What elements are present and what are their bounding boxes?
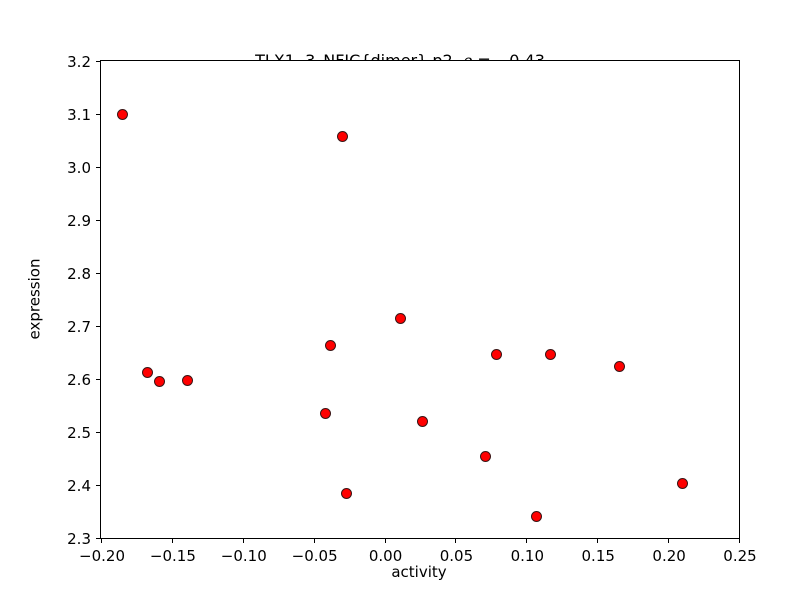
data-point: [676, 477, 688, 489]
data-point: [319, 408, 331, 420]
y-tick: 2.9: [67, 212, 101, 230]
y-tick-label: 2.3: [67, 530, 91, 548]
x-tick: 0.00: [369, 538, 402, 565]
x-tick-label: −0.15: [149, 547, 196, 565]
data-point: [325, 340, 337, 352]
y-axis-label-text: expression: [25, 258, 44, 339]
x-tick: 0.10: [511, 538, 544, 565]
x-tick: 0.05: [440, 538, 473, 565]
x-tick: 0.20: [652, 538, 686, 565]
y-tick: 2.3: [67, 530, 101, 548]
y-tick-label: 3.0: [67, 159, 91, 177]
y-tick-label: 3.1: [67, 106, 91, 124]
x-tick-label: −0.20: [79, 547, 125, 565]
x-tick: −0.05: [292, 538, 338, 565]
y-tick-label: 2.7: [67, 318, 91, 336]
plot-data-area: [101, 61, 739, 538]
data-point: [336, 130, 348, 142]
y-tick-label: 2.4: [67, 477, 91, 495]
data-point: [153, 375, 165, 387]
x-axis-label: activity: [391, 563, 447, 581]
data-point: [142, 366, 154, 378]
x-tick-label: 0.00: [368, 547, 403, 565]
y-tick: 2.5: [67, 424, 101, 442]
y-tick-label: 2.8: [67, 265, 91, 283]
x-tick-label: −0.05: [291, 547, 338, 565]
y-tick: 3.0: [67, 159, 101, 177]
data-point: [544, 349, 556, 361]
y-tick: 3.2: [67, 53, 101, 71]
data-point: [417, 416, 429, 428]
x-tick-label: 0.05: [439, 547, 474, 565]
plot-axes-frame: 2.3 2.4 2.5 2.6 2.7 2.8 2.9 3.0 3.1 3.2 −0.20 −0.1…: [67, 53, 757, 565]
data-point: [530, 510, 542, 522]
x-tick-label: −0.10: [220, 547, 267, 565]
y-tick-label: 3.2: [67, 53, 91, 71]
x-tick: −0.10: [221, 538, 267, 565]
x-tick: −0.15: [150, 538, 196, 565]
x-tick: −0.20: [79, 538, 125, 565]
data-point: [116, 108, 128, 120]
x-tick-label: 0.10: [510, 547, 545, 565]
y-tick: 2.4: [67, 477, 101, 495]
x-tick-label: 0.15: [581, 547, 615, 565]
x-tick-label: 0.25: [723, 547, 757, 565]
y-axis-label: expression: [24, 60, 44, 537]
data-point: [181, 374, 193, 386]
data-point: [491, 348, 503, 360]
data-point: [614, 361, 626, 373]
y-tick-label: 2.5: [67, 424, 91, 442]
x-tick: 0.25: [723, 538, 757, 565]
y-tick: 2.8: [67, 265, 101, 283]
y-tick: 2.7: [67, 318, 101, 336]
y-tick: 3.1: [67, 106, 101, 124]
data-point: [394, 313, 406, 325]
y-tick-label: 2.9: [67, 212, 91, 230]
y-tick-label: 2.6: [67, 371, 91, 389]
x-tick: 0.15: [582, 538, 615, 565]
x-tick-label: 0.20: [652, 547, 686, 565]
y-tick: 2.6: [67, 371, 101, 389]
data-point: [340, 487, 352, 499]
data-point: [479, 450, 491, 462]
